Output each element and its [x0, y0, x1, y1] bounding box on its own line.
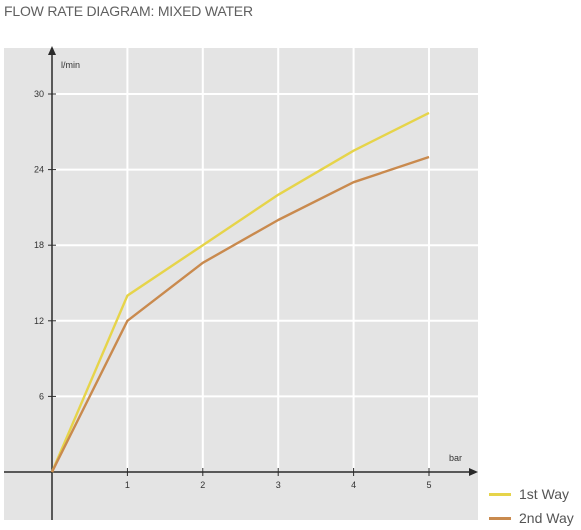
legend-item-1st-way: 1st Way: [489, 482, 574, 506]
x-tick-label-2: 2: [200, 480, 205, 490]
legend-swatch-1st-way: [489, 492, 511, 496]
x-tick-label-5: 5: [426, 480, 431, 490]
y-axis-label: l/min: [61, 60, 80, 70]
x-tick-label-3: 3: [276, 480, 281, 490]
axes: [4, 46, 478, 520]
x-tick-label-1: 1: [125, 480, 130, 490]
grid-lines: [52, 48, 478, 472]
legend-label-1st-way: 1st Way: [519, 486, 570, 502]
chart-title: FLOW RATE DIAGRAM: MIXED WATER: [4, 3, 253, 19]
y-axis-arrow: [48, 46, 56, 55]
y-tick-label-12: 12: [34, 316, 44, 326]
legend-label-2nd-way: 2nd Way: [519, 510, 574, 526]
series-lines: [50, 111, 430, 473]
y-tick-label-6: 6: [39, 391, 44, 401]
legend-swatch-2nd-way: [489, 516, 511, 520]
y-tick-label-30: 30: [34, 89, 44, 99]
x-axis-arrow: [469, 468, 478, 476]
plot-background: [4, 48, 478, 520]
y-tick-label-24: 24: [34, 165, 44, 175]
legend-item-2nd-way: 2nd Way: [489, 506, 574, 530]
series-line-1: [50, 111, 430, 473]
series-line-2: [50, 155, 430, 473]
legend: 1st Way 2nd Way: [489, 482, 574, 530]
x-tick-label-4: 4: [351, 480, 356, 490]
y-tick-label-18: 18: [34, 240, 44, 250]
x-axis-label: bar: [449, 453, 462, 463]
